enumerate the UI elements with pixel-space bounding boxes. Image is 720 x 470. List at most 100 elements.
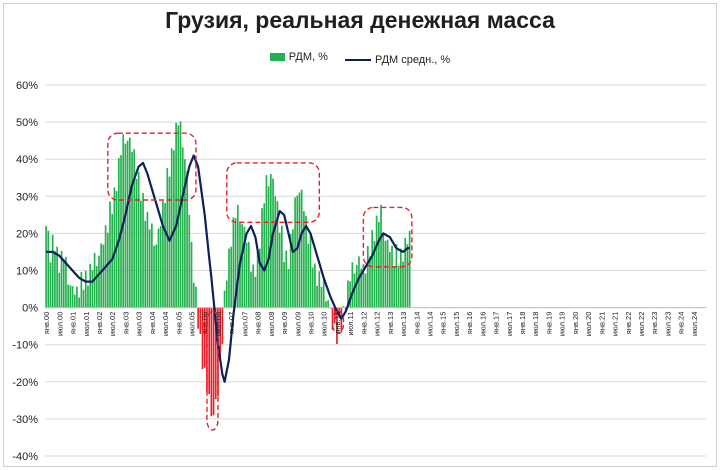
bar [89, 263, 92, 308]
x-tick-label: янв.21 [597, 312, 606, 335]
bar [362, 264, 365, 308]
x-tick-label: янв.24 [677, 312, 686, 335]
bar [261, 208, 263, 308]
bar [60, 250, 63, 308]
bar [65, 256, 67, 308]
bar [131, 151, 133, 308]
bar [51, 234, 54, 308]
x-tick-label: июл.04 [161, 312, 170, 336]
y-tick-label: 10% [16, 266, 38, 278]
bar [71, 286, 74, 308]
bar [397, 265, 400, 308]
bar [252, 264, 255, 308]
bar [151, 223, 153, 308]
bar [265, 175, 268, 308]
x-tick-label: июл.05 [188, 312, 197, 336]
bar [283, 261, 285, 308]
highlight-box [226, 162, 321, 223]
x-tick-label: июл.00 [55, 312, 64, 336]
bar [208, 307, 210, 395]
bar [309, 234, 312, 308]
bar [358, 256, 360, 308]
bar [388, 251, 391, 308]
bar [364, 273, 367, 308]
bar [305, 215, 307, 308]
bar [281, 225, 283, 308]
bar [49, 262, 52, 308]
x-tick-label: янв.14 [412, 312, 421, 335]
legend-line-label: РДМ средн., % [374, 54, 451, 66]
bar [408, 230, 411, 308]
bar [153, 245, 155, 308]
bar [164, 202, 166, 308]
x-tick-label: июл.07 [240, 312, 249, 336]
bar [197, 307, 199, 329]
highlight-box [206, 310, 219, 431]
bar [375, 215, 378, 308]
x-tick-label: янв.20 [571, 312, 580, 335]
bar [373, 241, 376, 308]
x-tick-label: июл.10 [320, 312, 329, 336]
bar [100, 243, 103, 308]
bar [380, 204, 382, 308]
x-tick-label: июл.14 [425, 312, 434, 336]
x-tick-label: июл.24 [690, 312, 699, 336]
bar [157, 228, 160, 308]
bar [203, 307, 206, 368]
average-line [46, 154, 410, 383]
bar [206, 307, 208, 393]
x-tick-label: июл.18 [531, 312, 540, 336]
bar [58, 272, 61, 308]
x-tick-label: янв.15 [439, 312, 448, 335]
bar [393, 266, 396, 308]
bar [47, 230, 50, 308]
bar [234, 218, 237, 308]
y-tick-label: 30% [16, 191, 38, 203]
bar [219, 307, 222, 357]
bar [336, 307, 338, 344]
bar [349, 281, 351, 308]
bar [73, 294, 76, 308]
bar [124, 143, 127, 308]
bar [384, 240, 387, 308]
highlight-box [362, 206, 413, 268]
bar [406, 244, 409, 308]
bar [190, 241, 193, 308]
bar [325, 301, 327, 308]
bar [272, 178, 274, 308]
highlight-box [107, 132, 197, 201]
bar [276, 201, 279, 308]
x-tick-label: июл.02 [108, 312, 117, 336]
bar [278, 232, 281, 308]
bar [84, 270, 87, 308]
bar [113, 187, 116, 308]
x-tick-label: янв.04 [148, 312, 157, 335]
x-tick-label: янв.19 [544, 312, 553, 335]
bar [292, 229, 294, 308]
bar [225, 280, 228, 308]
bar [80, 271, 83, 308]
bar [210, 307, 213, 417]
legend-item-line: РДМ средн., % [344, 54, 451, 66]
bar [142, 192, 144, 308]
bar [54, 250, 56, 308]
bar [402, 261, 404, 308]
x-tick-label: июл.16 [478, 312, 487, 336]
bar [267, 186, 270, 308]
y-tick-label: 20% [16, 228, 38, 240]
x-tick-label: янв.13 [386, 312, 395, 335]
bar [243, 226, 246, 308]
bar [175, 122, 177, 308]
bar [314, 263, 316, 308]
bar [355, 264, 358, 308]
bar [285, 250, 288, 308]
legend: РДМ, % РДМ средн., % [0, 51, 720, 66]
bar [342, 306, 345, 308]
bar [241, 224, 244, 308]
x-tick-label: июл.06 [214, 312, 223, 336]
bar [369, 256, 371, 308]
bar [135, 178, 138, 308]
legend-bars-label: РДМ, % [288, 51, 328, 63]
bar [140, 200, 142, 308]
bar [62, 258, 65, 308]
